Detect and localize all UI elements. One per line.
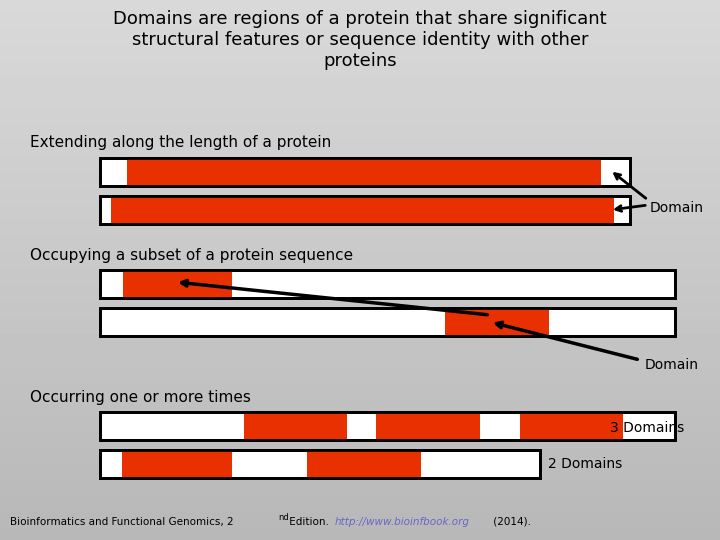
Bar [100, 308, 675, 336]
Text: Domain: Domain [645, 358, 699, 372]
Bar [127, 158, 601, 186]
Bar [123, 270, 233, 298]
Text: 3 Domains: 3 Domains [610, 421, 684, 435]
Bar [100, 158, 630, 186]
Bar [122, 450, 232, 478]
Text: http://www.bioinfbook.org: http://www.bioinfbook.org [335, 517, 470, 527]
Bar [111, 196, 614, 224]
Text: Domains are regions of a protein that share significant
structural features or s: Domains are regions of a protein that sh… [113, 10, 607, 70]
Text: Bioinformatics and Functional Genomics, 2: Bioinformatics and Functional Genomics, … [10, 517, 233, 527]
Text: (2014).: (2014). [490, 517, 531, 527]
Bar [100, 450, 540, 478]
Text: Occupying a subset of a protein sequence: Occupying a subset of a protein sequence [30, 248, 353, 263]
Text: nd: nd [278, 512, 289, 522]
Bar [100, 270, 675, 298]
Bar [100, 450, 540, 478]
Text: 2 Domains: 2 Domains [548, 457, 622, 471]
Bar [100, 308, 675, 336]
Text: Domain: Domain [650, 201, 704, 215]
Text: Edition.: Edition. [286, 517, 336, 527]
Bar [307, 450, 421, 478]
Bar [100, 158, 630, 186]
Bar [100, 412, 675, 440]
Text: Occurring one or more times: Occurring one or more times [30, 390, 251, 405]
Bar [100, 196, 630, 224]
Bar [376, 412, 480, 440]
Bar [100, 412, 675, 440]
Bar [445, 308, 549, 336]
Bar [520, 412, 624, 440]
Bar [244, 412, 347, 440]
Text: Extending along the length of a protein: Extending along the length of a protein [30, 135, 331, 150]
Bar [100, 270, 675, 298]
Bar [100, 196, 630, 224]
